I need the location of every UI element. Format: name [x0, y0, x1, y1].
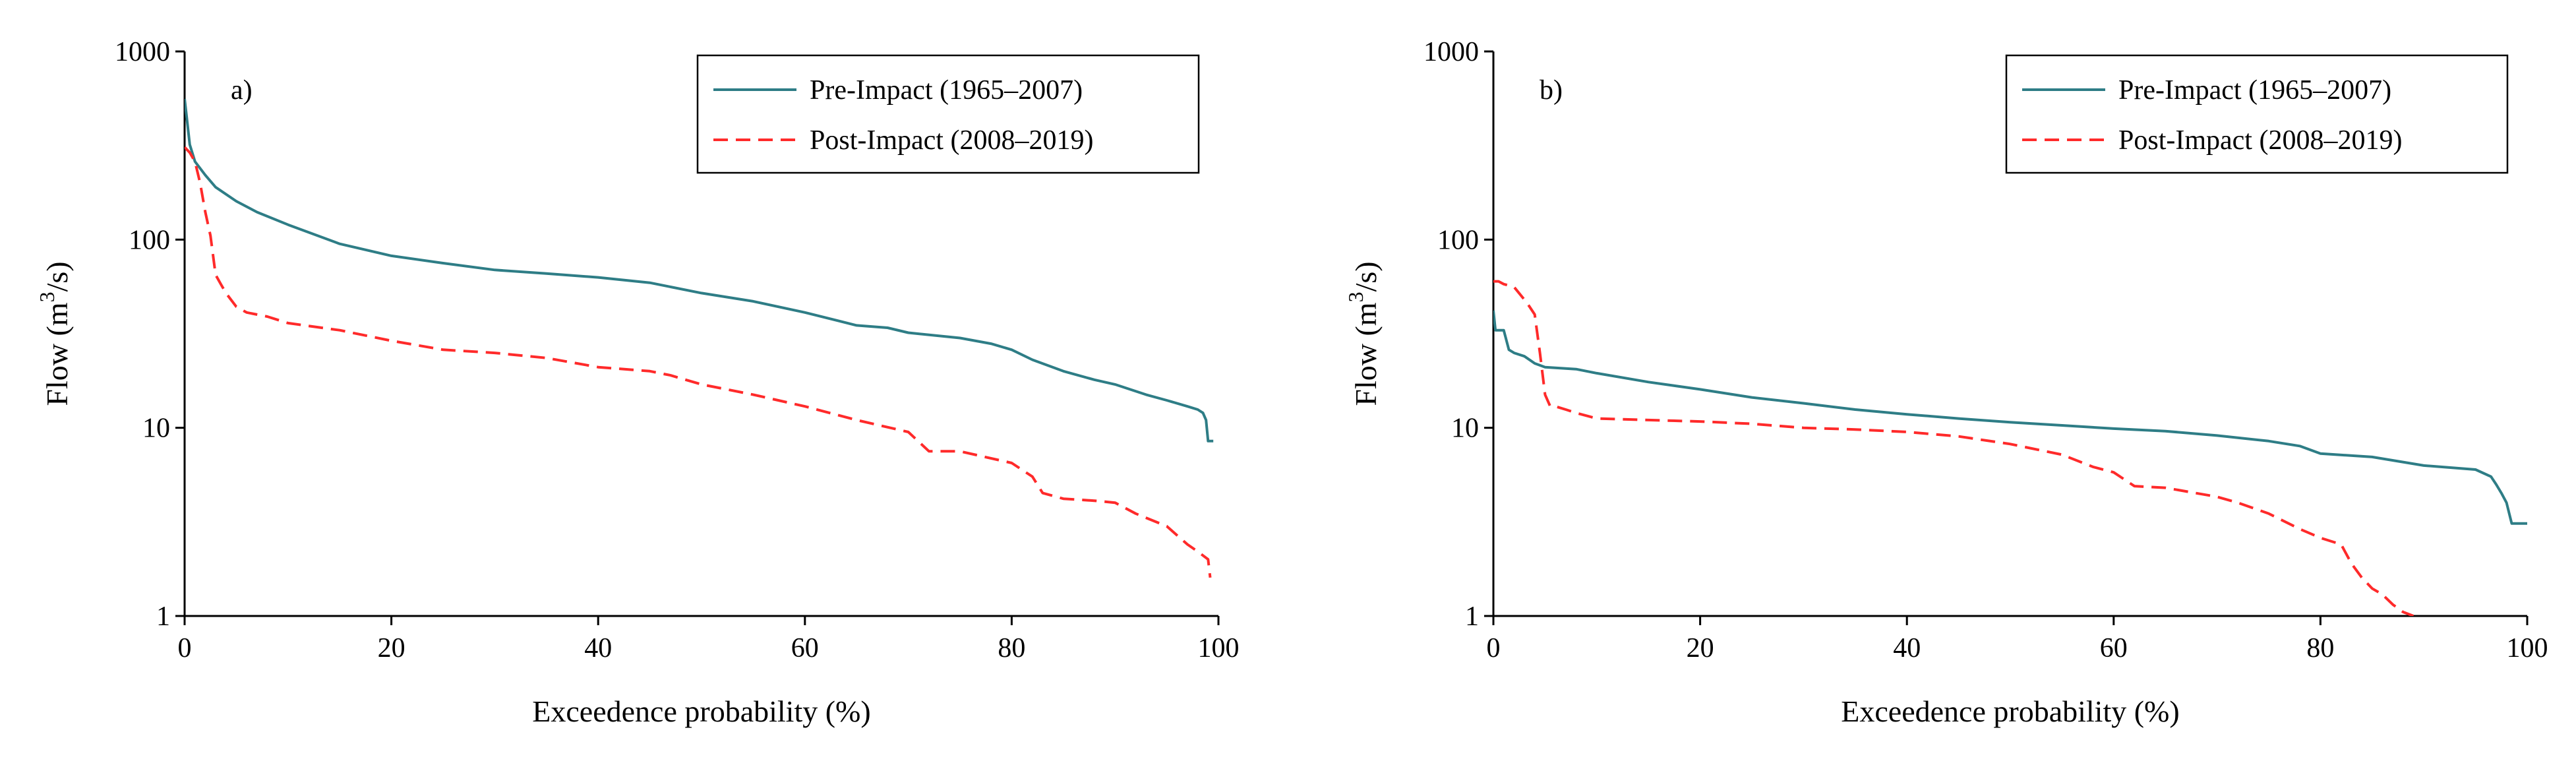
x-axis-title: Exceedence probability (%): [532, 694, 870, 728]
y-axis-title-superscript: 3: [1344, 291, 1367, 302]
legend-box: [2005, 54, 2509, 174]
y-axis-title-main: Flow (m: [1349, 302, 1383, 406]
legend-entry-label: Pre-Impact (1965–2007): [810, 75, 1083, 106]
legend-entry-label: Post-Impact (2008–2019): [810, 125, 1093, 156]
panel-label: b): [1540, 75, 1563, 106]
y-tick-label: 1: [1465, 601, 1479, 632]
x-tick-label: 80: [2306, 633, 2334, 663]
panel-b: 1 10 100 1000 0 20 40 60 80 100 Exceedence probabi…: [1344, 37, 2548, 728]
legend: Pre-Impact (1965–2007) Post-Impact (2008–…: [2005, 54, 2509, 174]
post-impact-series-line: [185, 146, 1212, 578]
legend-entry-label: Pre-Impact (1965–2007): [2118, 75, 2391, 106]
y-axis-title-end: /s): [1349, 261, 1383, 291]
x-tick-label: 60: [791, 633, 819, 663]
y-tick-label: 100: [129, 225, 170, 255]
x-tick-label: 20: [378, 633, 405, 663]
y-tick-label: 1000: [1423, 37, 1479, 67]
x-tick-label: 80: [998, 633, 1025, 663]
legend-entry-label: Post-Impact (2008–2019): [2118, 125, 2402, 156]
x-tick-label: 0: [178, 633, 192, 663]
y-tick-label: 1: [156, 601, 170, 632]
y-axis-title-main: Flow (m: [40, 302, 74, 406]
y-tick-label: 100: [1437, 225, 1479, 255]
panel-label: a): [231, 75, 253, 106]
x-tick-label: 20: [1687, 633, 1714, 663]
y-tick-label: 1000: [115, 37, 170, 67]
x-tick-label: 40: [1893, 633, 1921, 663]
y-axis-title: Flow (m3/s): [35, 261, 74, 406]
y-tick-label: 10: [1451, 414, 1479, 444]
post-impact-series-line: [1493, 280, 2414, 616]
x-tick-label: 0: [1487, 633, 1501, 663]
legend: Pre-Impact (1965–2007) Post-Impact (2008–…: [696, 54, 1200, 174]
panel-a: 1 10 100 1000 0 20 40 60 80 100 Exceedence probabi…: [35, 37, 1240, 728]
x-tick-label: 100: [2507, 633, 2548, 663]
x-tick-label: 60: [2100, 633, 2128, 663]
pre-impact-series-line: [185, 98, 1214, 443]
y-axis-title: Flow (m3/s): [1344, 261, 1383, 406]
y-axis-title-end: /s): [40, 261, 74, 291]
x-tick-label: 100: [1198, 633, 1240, 663]
pre-impact-series-line: [1493, 310, 2527, 525]
y-axis-title-superscript: 3: [35, 291, 59, 302]
x-axis-title: Exceedence probability (%): [1841, 694, 2179, 728]
y-tick-label: 10: [142, 414, 170, 444]
legend-box: [696, 54, 1200, 174]
x-tick-label: 40: [584, 633, 612, 663]
